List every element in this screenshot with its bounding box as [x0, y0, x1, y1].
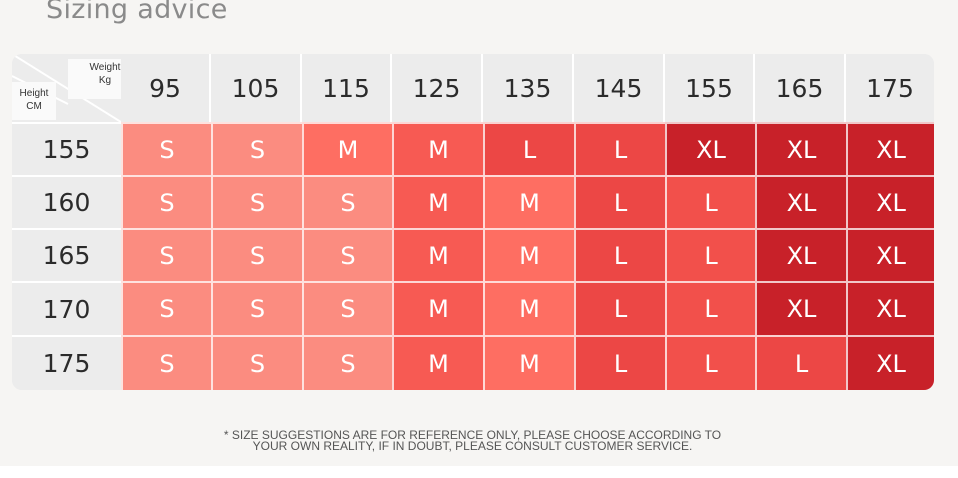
size-cell: M: [483, 228, 574, 281]
height-row-header: 175: [12, 335, 121, 390]
size-cell: S: [302, 335, 392, 390]
weight-column-header: 155: [665, 54, 755, 122]
size-cell: M: [392, 335, 483, 390]
size-cell: XL: [755, 228, 846, 281]
size-cell: L: [574, 175, 665, 228]
size-cell: M: [392, 175, 483, 228]
size-cell: S: [211, 122, 302, 175]
footnote-line-1: * SIZE SUGGESTIONS ARE FOR REFERENCE ONL…: [223, 428, 722, 442]
size-cell: S: [121, 335, 211, 390]
size-cell: XL: [846, 228, 934, 281]
size-cell: S: [211, 281, 302, 335]
height-row-header: 160: [12, 175, 121, 228]
size-cell: M: [483, 281, 574, 335]
size-cell: M: [392, 228, 483, 281]
size-cell: XL: [755, 281, 846, 335]
size-cell: L: [665, 335, 755, 390]
size-cell: S: [302, 175, 392, 228]
height-row-header: 155: [12, 122, 121, 175]
size-cell: S: [302, 228, 392, 281]
size-cell: M: [483, 175, 574, 228]
size-cell: M: [392, 281, 483, 335]
height-header-label: Height CM: [12, 82, 56, 120]
page-title: Sizing advice: [46, 0, 228, 25]
size-cell: XL: [755, 122, 846, 175]
disclaimer-footnote: * SIZE SUGGESTIONS ARE FOR REFERENCE ONL…: [0, 428, 945, 453]
size-cell: M: [302, 122, 392, 175]
size-cell: S: [211, 175, 302, 228]
size-cell: S: [121, 281, 211, 335]
size-cell: S: [121, 228, 211, 281]
size-cell: S: [211, 335, 302, 390]
size-cell: XL: [846, 175, 934, 228]
size-cell: L: [574, 281, 665, 335]
weight-column-header: 105: [211, 54, 302, 122]
weight-column-header: 165: [755, 54, 846, 122]
weight-column-header: 125: [392, 54, 483, 122]
size-cell: S: [302, 281, 392, 335]
weight-column-header: 115: [302, 54, 392, 122]
size-cell: L: [574, 335, 665, 390]
size-cell: XL: [846, 281, 934, 335]
size-cell: L: [574, 228, 665, 281]
bottom-strip: [0, 466, 958, 478]
weight-column-header: 135: [483, 54, 574, 122]
size-cell: XL: [846, 122, 934, 175]
height-unit-label: CM: [26, 101, 42, 112]
size-cell: M: [392, 122, 483, 175]
size-cell: S: [121, 175, 211, 228]
size-cell: L: [574, 122, 665, 175]
size-cell: S: [121, 122, 211, 175]
size-cell: L: [755, 335, 846, 390]
height-row-header: 170: [12, 281, 121, 335]
size-cell: S: [211, 228, 302, 281]
size-cell: XL: [846, 335, 934, 390]
weight-label: Weight: [89, 62, 121, 73]
weight-column-header: 175: [846, 54, 934, 122]
footnote-line-2: YOUR OWN REALITY, IF IN DOUBT, PLEASE CO…: [252, 439, 693, 453]
height-row-header: 165: [12, 228, 121, 281]
size-cell: L: [665, 228, 755, 281]
size-cell: L: [665, 281, 755, 335]
size-cell: L: [665, 175, 755, 228]
height-label: Height: [19, 88, 49, 99]
size-cell: XL: [665, 122, 755, 175]
table-corner: Weight Kg Height CM: [12, 54, 142, 122]
weight-unit-label: Kg: [98, 75, 112, 86]
weight-column-header: 145: [574, 54, 665, 122]
size-cell: XL: [755, 175, 846, 228]
size-cell: L: [483, 122, 574, 175]
weight-column-header: 95: [121, 54, 211, 122]
size-chart-table: Weight Kg Height CM 95 105 115 125 135 145 155…: [12, 54, 934, 390]
size-cell: M: [483, 335, 574, 390]
